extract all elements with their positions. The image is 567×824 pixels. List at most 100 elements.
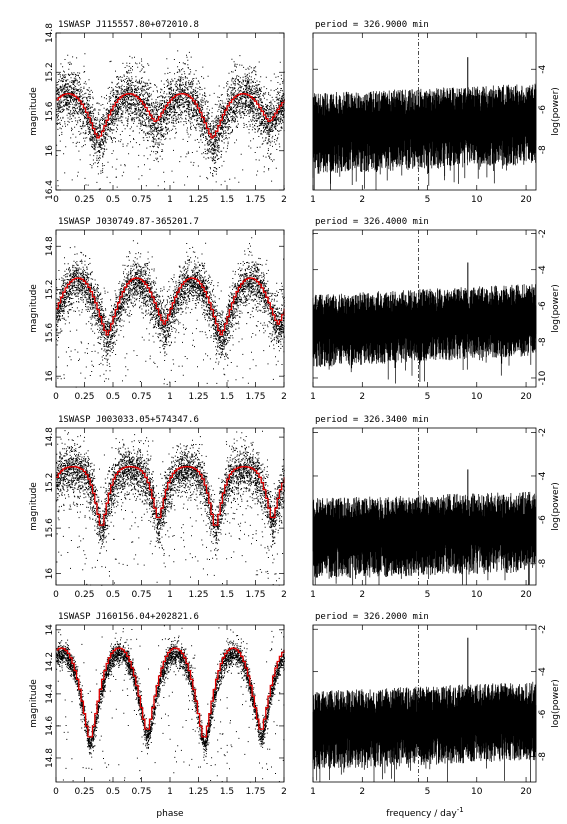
y-tick-label: -2 [538,625,548,634]
y-tick-label: -8 [538,752,548,761]
x-tick-label: 0 [53,590,59,600]
y-tick-label: 14.4 [45,684,55,704]
light-curve-panel-4: 0 0.25 0.5 0.75 1 1.25 1.5 1.75 2 14.8 15.2 15.6 16 m… [29,415,287,600]
x-tick-label: 10 [471,392,483,402]
x-tick-label: 2 [281,392,287,402]
power-spectrum [312,681,537,782]
x-tick-label: 10 [471,195,483,205]
x-tick-label: 1.75 [245,195,265,205]
x-tick-label: 0 [53,392,59,402]
x-tick-label: 20 [520,590,532,600]
plot-frame [312,624,537,783]
frequency-axis-label-exponent: -1 [457,806,464,814]
x-tick-label: 0.75 [131,392,151,402]
y-tick-label: -6 [538,301,548,310]
y-axis-label: log(power) [551,284,561,333]
x-tick-label: 2 [359,195,365,205]
y-tick-label: 15.2 [45,280,55,300]
x-tick-label: 10 [471,590,483,600]
plot-frame [312,427,537,586]
y-tick-label: 15.6 [45,323,55,343]
y-tick-label: 16 [45,370,55,382]
y-tick-label: 16.4 [45,180,55,200]
x-tick-label: 20 [520,392,532,402]
x-tick-label: 2 [281,590,287,600]
y-tick-label: 15.6 [45,101,55,121]
x-tick-label: 1 [167,195,173,205]
x-tick-label: 10 [471,787,483,797]
panel-title: 1SWASP J030749.87-365201.7 [58,217,199,227]
x-tick-label: 2 [359,787,365,797]
x-tick-label: 1.75 [245,590,265,600]
x-tick-label: 1 [310,392,316,402]
y-tick-label: -2 [538,229,548,238]
x-tick-label: 1.5 [220,590,234,600]
x-tick-label: 0.75 [131,590,151,600]
y-axis-label: magnitude [29,87,39,136]
y-axis-label: log(power) [551,87,561,136]
x-tick-label: 0.75 [131,787,151,797]
x-tick-label: 1 [167,392,173,402]
y-tick-label: 15.6 [45,518,55,538]
x-tick-label: 0.5 [106,392,120,402]
y-tick-label: 14.8 [45,427,55,447]
x-tick-label: 2 [359,392,365,402]
y-tick-label: 14.6 [45,716,55,736]
plot-frame [312,32,537,191]
x-tick-label: 1.5 [220,195,234,205]
power-spectrum [312,83,537,190]
x-tick-label: 0.25 [74,787,94,797]
x-tick-label: 2 [281,195,287,205]
panel-title: period = 326.2000 min [315,612,429,622]
phase-axis-label: phase [156,809,184,819]
y-tick-label: 16 [45,568,55,580]
x-tick-label: 1.25 [188,590,208,600]
panel-title: 1SWASP J160156.04+202821.6 [58,612,199,622]
y-tick-label: -4 [538,265,548,274]
x-tick-label: 0 [53,787,59,797]
x-tick-label: 1.25 [188,787,208,797]
y-tick-label: -8 [538,145,548,154]
x-tick-label: 1 [310,590,316,600]
x-tick-label: 0.5 [106,195,120,205]
x-tick-label: 1 [167,787,173,797]
y-tick-label: 14.8 [45,23,55,43]
y-axis-label: magnitude [29,284,39,333]
panel-title: 1SWASP J115557.80+072010.8 [58,20,199,30]
x-tick-label: 2 [281,787,287,797]
y-tick-label: -4 [538,64,548,73]
y-tick-label: -4 [538,471,548,480]
light-curve-panel-6: 0 0.25 0.5 0.75 1 1.25 1.5 1.75 2 14 14.2 14.4 14.6 1… [29,612,287,797]
x-tick-label: 20 [520,787,532,797]
y-tick-label: 14.8 [45,748,55,768]
x-tick-label: 1.75 [245,392,265,402]
panel-title: 1SWASP J003033.05+574347.6 [58,415,199,425]
y-tick-label: -10 [538,370,548,385]
light-curve-panel-0: 0 0.25 0.5 0.75 1 1.25 1.5 1.75 2 14.8 15.2 15.6 16 1… [29,20,287,205]
y-tick-label: 16 [45,145,55,157]
periodogram-panel-3: 1 2 5 10 20 -2 -4 -6 -8 -10 log(power) period = 326… [310,217,561,402]
x-tick-label: 1 [310,195,316,205]
x-tick-label: 5 [425,787,431,797]
y-tick-label: 15.2 [45,473,55,493]
y-tick-label: -8 [538,558,548,567]
y-tick-label: 14.8 [45,236,55,256]
x-tick-label: 1.5 [220,787,234,797]
x-tick-label: 0.5 [106,590,120,600]
x-tick-label: 0 [53,195,59,205]
power-spectrum [312,284,537,384]
x-tick-label: 0.25 [74,590,94,600]
x-tick-label: 5 [425,195,431,205]
light-curve-panel-2: 0 0.25 0.5 0.75 1 1.25 1.5 1.75 2 14.8 15.2 15.6 16 m… [29,217,287,402]
panel-title: period = 326.9000 min [315,20,429,30]
y-tick-label: 15.2 [45,62,55,82]
x-tick-label: 0.5 [106,787,120,797]
y-tick-label: -6 [538,709,548,718]
x-tick-label: 20 [520,195,532,205]
y-axis-label: magnitude [29,482,39,531]
panel-title: period = 326.4000 min [315,217,429,227]
plot-grid: 0 0.25 0.5 0.75 1 1.25 1.5 1.75 2 14.8 15.2 15.6 16 1… [29,20,561,797]
y-tick-label: -6 [538,515,548,524]
x-tick-label: 5 [425,590,431,600]
